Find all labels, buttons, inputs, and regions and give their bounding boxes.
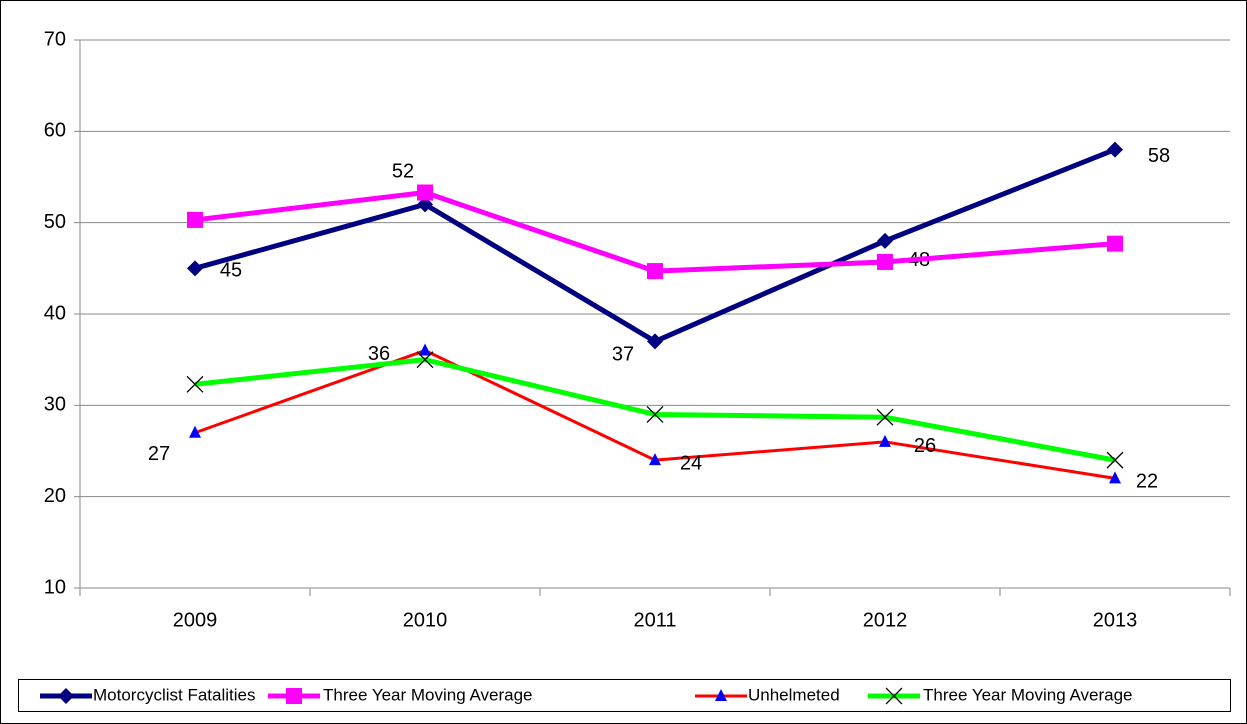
data-label: 24: [680, 452, 702, 474]
y-tick-label: 40: [44, 302, 66, 324]
y-tick-label: 50: [44, 211, 66, 233]
legend-label: Motorcyclist Fatalities: [93, 685, 255, 704]
legend-label: Three Year Moving Average: [923, 685, 1133, 704]
legend-marker: [885, 687, 903, 705]
legend-marker: [286, 688, 302, 704]
x-tick-label: 2009: [173, 609, 218, 631]
marker: [647, 263, 663, 280]
marker: [647, 333, 663, 350]
legend-marker: [715, 689, 727, 701]
marker: [1109, 471, 1121, 484]
marker: [187, 211, 203, 228]
marker: [189, 425, 201, 438]
marker: [649, 453, 661, 466]
data-label: 37: [612, 344, 634, 366]
marker: [646, 406, 664, 423]
data-label: 36: [368, 343, 390, 365]
data-label: 26: [914, 435, 936, 457]
marker: [186, 375, 204, 393]
legend: Motorcyclist Fatalities Three Year Moving…: [40, 685, 1133, 704]
y-tick-label: 30: [44, 394, 66, 416]
marker: [417, 184, 433, 201]
data-label: 22: [1136, 471, 1158, 493]
x-tick-label: 2011: [633, 609, 676, 631]
marker: [876, 408, 894, 426]
marker: [187, 260, 203, 277]
marker: [879, 434, 891, 447]
legend-marker: [58, 688, 74, 704]
data-label: 52: [392, 161, 414, 183]
marker: [877, 232, 893, 249]
marker: [416, 351, 434, 369]
marker: [1107, 235, 1123, 252]
legend-box: [18, 679, 1231, 712]
legend-label: Three Year Moving Average: [323, 685, 533, 704]
y-tick-label: 10: [44, 576, 66, 598]
marker: [419, 343, 431, 356]
data-label: 45: [220, 260, 242, 282]
y-tick-label: 60: [44, 120, 66, 142]
x-tick-label: 2013: [1093, 609, 1138, 631]
legend-label: Unhelmeted: [748, 685, 840, 704]
x-tick-label: 2010: [403, 609, 448, 631]
y-tick-label: 20: [44, 485, 66, 507]
data-label: 27: [148, 443, 170, 465]
data-label: 58: [1148, 145, 1170, 167]
marker: [1106, 451, 1124, 469]
y-tick-label: 70: [44, 28, 66, 50]
marker: [877, 253, 893, 270]
x-tick-label: 2012: [863, 609, 908, 631]
marker: [1107, 141, 1123, 158]
